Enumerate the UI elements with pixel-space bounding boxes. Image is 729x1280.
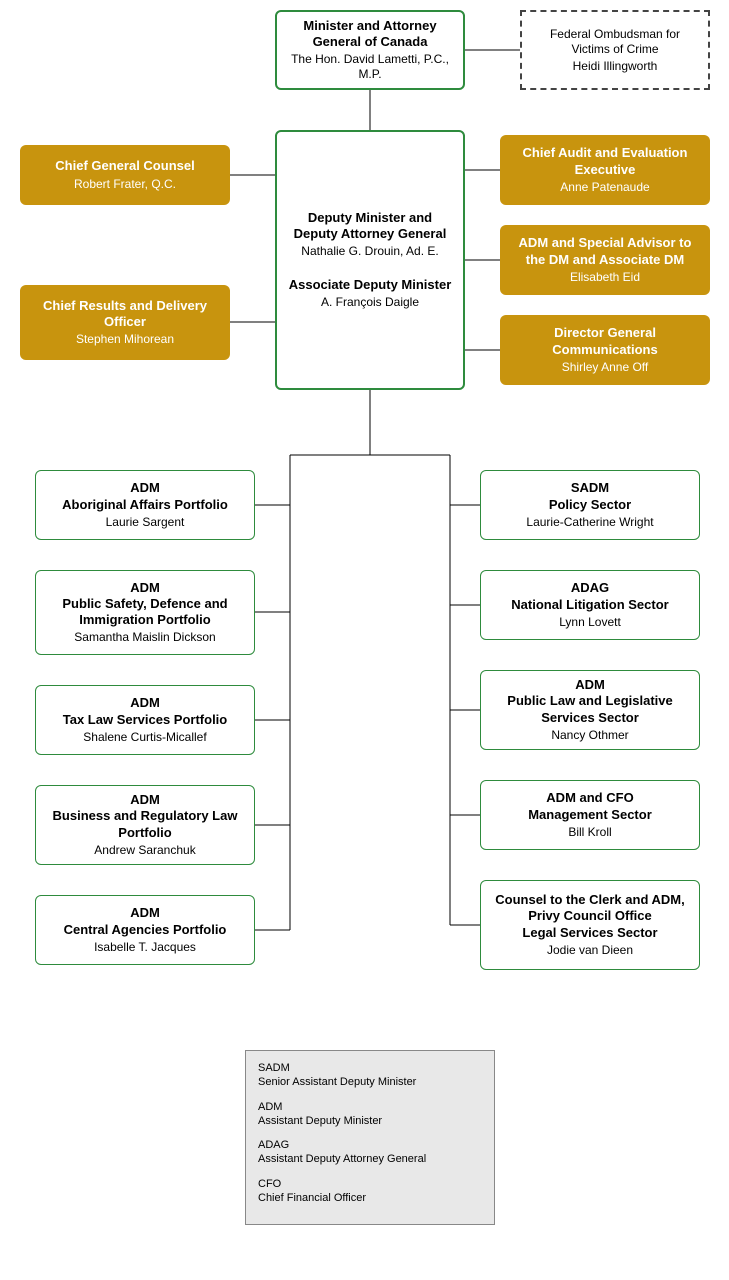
node-role: Chief Results and Delivery Officer	[30, 298, 220, 331]
node-prefix: ADAG	[491, 580, 689, 596]
node-name: Elisabeth Eid	[510, 270, 700, 285]
node-prefix: ADM	[46, 480, 244, 496]
node-name: Laurie Sargent	[46, 515, 244, 530]
node-prefix: ADM	[46, 695, 244, 711]
node-prefix: ADM and CFO	[491, 790, 689, 806]
node-role: Public Law and Legislative Services Sect…	[491, 693, 689, 726]
node-name2: A. François Daigle	[287, 295, 453, 310]
node-name: Jodie van Dieen	[491, 943, 689, 958]
node-prefix: Counsel to the Clerk and ADM, Privy Coun…	[491, 892, 689, 925]
node-role: ADM and Special Advisor to the DM and As…	[510, 235, 700, 268]
node-dg-communications: Director General Communications Shirley …	[500, 315, 710, 385]
node-chief-general-counsel: Chief General Counsel Robert Frater, Q.C…	[20, 145, 230, 205]
node-minister: Minister and Attorney General of Canada …	[275, 10, 465, 90]
node-adm-public-safety: ADM Public Safety, Defence and Immigrati…	[35, 570, 255, 655]
legend-item: ADM Assistant Deputy Minister	[258, 1100, 482, 1129]
node-name: Nathalie G. Drouin, Ad. E.	[287, 244, 453, 259]
node-sadm-policy: SADM Policy Sector Laurie-Catherine Wrig…	[480, 470, 700, 540]
node-adm-central-agencies: ADM Central Agencies Portfolio Isabelle …	[35, 895, 255, 965]
node-name: Lynn Lovett	[491, 615, 689, 630]
node-role: National Litigation Sector	[491, 597, 689, 613]
node-role: Chief Audit and Evaluation Executive	[510, 145, 700, 178]
node-role: Legal Services Sector	[491, 925, 689, 941]
node-adm-public-law: ADM Public Law and Legislative Services …	[480, 670, 700, 750]
node-role: Management Sector	[491, 807, 689, 823]
node-name: Laurie-Catherine Wright	[491, 515, 689, 530]
node-role: Deputy Minister and Deputy Attorney Gene…	[287, 210, 453, 243]
node-name: Robert Frater, Q.C.	[30, 177, 220, 192]
legend-item: CFO Chief Financial Officer	[258, 1177, 482, 1206]
node-chief-audit: Chief Audit and Evaluation Executive Ann…	[500, 135, 710, 205]
node-name: Shalene Curtis-Micallef	[46, 730, 244, 745]
node-prefix: ADM	[46, 792, 244, 808]
node-deputy-minister: Deputy Minister and Deputy Attorney Gene…	[275, 130, 465, 390]
node-name: Heidi Illingworth	[532, 59, 698, 74]
legend-item: SADM Senior Assistant Deputy Minister	[258, 1061, 482, 1090]
node-name: Anne Patenaude	[510, 180, 700, 195]
node-adm-aboriginal: ADM Aboriginal Affairs Portfolio Laurie …	[35, 470, 255, 540]
node-name: Bill Kroll	[491, 825, 689, 840]
node-adag-litigation: ADAG National Litigation Sector Lynn Lov…	[480, 570, 700, 640]
node-prefix: ADM	[46, 580, 244, 596]
node-ombudsman: Federal Ombudsman for Victims of Crime H…	[520, 10, 710, 90]
node-role: Director General Communications	[510, 325, 700, 358]
node-role: Policy Sector	[491, 497, 689, 513]
legend-box: SADM Senior Assistant Deputy Minister AD…	[245, 1050, 495, 1225]
node-role: Central Agencies Portfolio	[46, 922, 244, 938]
node-prefix: ADM	[46, 905, 244, 921]
node-adm-business-regulatory: ADM Business and Regulatory Law Portfoli…	[35, 785, 255, 865]
node-adm-special-advisor: ADM and Special Advisor to the DM and As…	[500, 225, 710, 295]
node-role: Federal Ombudsman for Victims of Crime	[532, 27, 698, 57]
node-prefix: SADM	[491, 480, 689, 496]
legend-item: ADAG Assistant Deputy Attorney General	[258, 1138, 482, 1167]
node-name: The Hon. David Lametti, P.C., M.P.	[287, 52, 453, 82]
node-name: Shirley Anne Off	[510, 360, 700, 375]
node-role2: Associate Deputy Minister	[287, 277, 453, 293]
node-adm-cfo-management: ADM and CFO Management Sector Bill Kroll	[480, 780, 700, 850]
node-role: Tax Law Services Portfolio	[46, 712, 244, 728]
node-role: Public Safety, Defence and Immigration P…	[46, 596, 244, 629]
node-role: Business and Regulatory Law Portfolio	[46, 808, 244, 841]
node-name: Stephen Mihorean	[30, 332, 220, 347]
node-name: Nancy Othmer	[491, 728, 689, 743]
node-role: Chief General Counsel	[30, 158, 220, 174]
node-counsel-clerk: Counsel to the Clerk and ADM, Privy Coun…	[480, 880, 700, 970]
node-adm-tax-law: ADM Tax Law Services Portfolio Shalene C…	[35, 685, 255, 755]
node-name: Isabelle T. Jacques	[46, 940, 244, 955]
node-name: Samantha Maislin Dickson	[46, 630, 244, 645]
node-role: Minister and Attorney General of Canada	[287, 18, 453, 51]
node-name: Andrew Saranchuk	[46, 843, 244, 858]
node-chief-results: Chief Results and Delivery Officer Steph…	[20, 285, 230, 360]
node-role: Aboriginal Affairs Portfolio	[46, 497, 244, 513]
node-prefix: ADM	[491, 677, 689, 693]
